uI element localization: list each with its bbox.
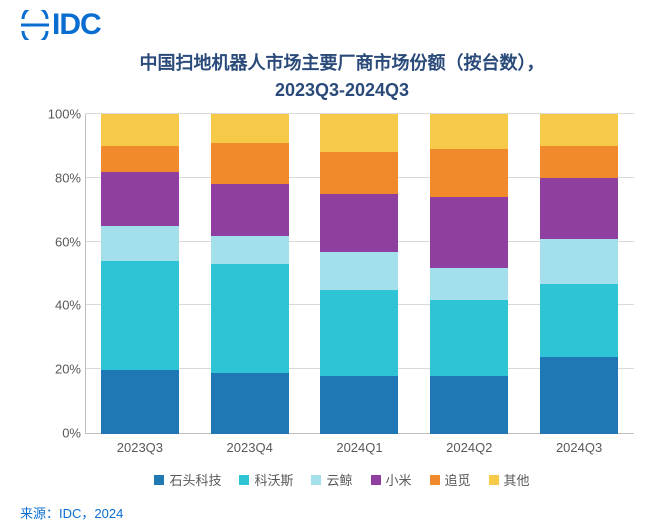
chart-container: 中国扫地机器人市场主要厂商市场份额（按台数）， 2023Q3-2024Q3 0%… — [40, 50, 644, 500]
y-axis-label: 0% — [41, 426, 81, 441]
legend-item: 石头科技 — [154, 470, 221, 489]
bar: 2023Q3 — [101, 114, 179, 434]
y-axis-label: 40% — [41, 298, 81, 313]
bar-segment — [320, 152, 398, 194]
bar-segment — [101, 261, 179, 370]
bar-segment — [211, 114, 289, 143]
legend-swatch — [430, 475, 440, 485]
bar-segment — [211, 264, 289, 373]
bar-segment — [211, 373, 289, 434]
bar-segment — [320, 252, 398, 290]
bar-segment — [101, 114, 179, 146]
bar: 2023Q4 — [211, 114, 289, 434]
bar-segment — [540, 357, 618, 434]
source-attribution: 来源：IDC，2024 — [20, 503, 123, 522]
x-axis-label: 2024Q2 — [446, 440, 492, 455]
chart-title-line2: 2023Q3-2024Q3 — [275, 80, 409, 100]
bar-segment — [430, 197, 508, 267]
y-axis-label: 80% — [41, 170, 81, 185]
legend-swatch — [489, 475, 499, 485]
bar: 2024Q3 — [540, 114, 618, 434]
legend-item: 其他 — [489, 470, 530, 489]
legend-swatch — [154, 475, 164, 485]
x-axis-label: 2023Q3 — [117, 440, 163, 455]
x-axis-label: 2024Q1 — [336, 440, 382, 455]
idc-logo-icon — [20, 10, 50, 40]
bar-segment — [540, 146, 618, 178]
bar-segment — [211, 184, 289, 235]
plot-area: 0%20%40%60%80%100% 2023Q32023Q42024Q1202… — [85, 114, 634, 434]
bar-segment — [101, 172, 179, 226]
bar-segment — [101, 146, 179, 172]
legend-item: 追觅 — [430, 470, 471, 489]
bar-segment — [320, 114, 398, 152]
bar-segment — [320, 290, 398, 376]
chart-title: 中国扫地机器人市场主要厂商市场份额（按台数）， 2023Q3-2024Q3 — [40, 50, 644, 104]
legend-label: 小米 — [386, 470, 412, 489]
legend-swatch — [371, 475, 381, 485]
legend-label: 云鲸 — [326, 470, 352, 489]
legend-item: 云鲸 — [311, 470, 352, 489]
bar-segment — [430, 268, 508, 300]
bar-segment — [430, 300, 508, 377]
idc-logo-text: IDC — [52, 8, 101, 42]
bar-segment — [320, 194, 398, 252]
bar-segment — [430, 149, 508, 197]
bar-segment — [101, 226, 179, 261]
y-axis-label: 20% — [41, 362, 81, 377]
bar: 2024Q1 — [320, 114, 398, 434]
bar: 2024Q2 — [430, 114, 508, 434]
idc-logo: IDC — [20, 8, 101, 42]
chart-title-line1: 中国扫地机器人市场主要厂商市场份额（按台数）， — [140, 53, 545, 73]
bar-segment — [540, 284, 618, 358]
bar-segment — [101, 370, 179, 434]
bar-segment — [540, 239, 618, 284]
legend-swatch — [311, 475, 321, 485]
bars: 2023Q3 2023Q4 2024Q1 2024Q2 2024Q3 — [85, 114, 634, 434]
legend-item: 科沃斯 — [239, 470, 293, 489]
bar-segment — [540, 178, 618, 239]
bar-segment — [430, 114, 508, 149]
legend: 石头科技 科沃斯 云鲸 小米 追觅 其他 — [40, 470, 644, 489]
legend-label: 追觅 — [445, 470, 471, 489]
legend-label: 其他 — [504, 470, 530, 489]
x-axis-label: 2024Q3 — [556, 440, 602, 455]
y-axis-label: 100% — [41, 107, 81, 122]
bar-segment — [320, 376, 398, 434]
bar-segment — [211, 143, 289, 185]
bar-segment — [540, 114, 618, 146]
bar-segment — [430, 376, 508, 434]
legend-label: 科沃斯 — [254, 470, 293, 489]
y-axis-label: 60% — [41, 234, 81, 249]
legend-label: 石头科技 — [169, 470, 221, 489]
bar-segment — [211, 236, 289, 265]
x-axis-label: 2023Q4 — [227, 440, 273, 455]
legend-item: 小米 — [371, 470, 412, 489]
legend-swatch — [239, 475, 249, 485]
